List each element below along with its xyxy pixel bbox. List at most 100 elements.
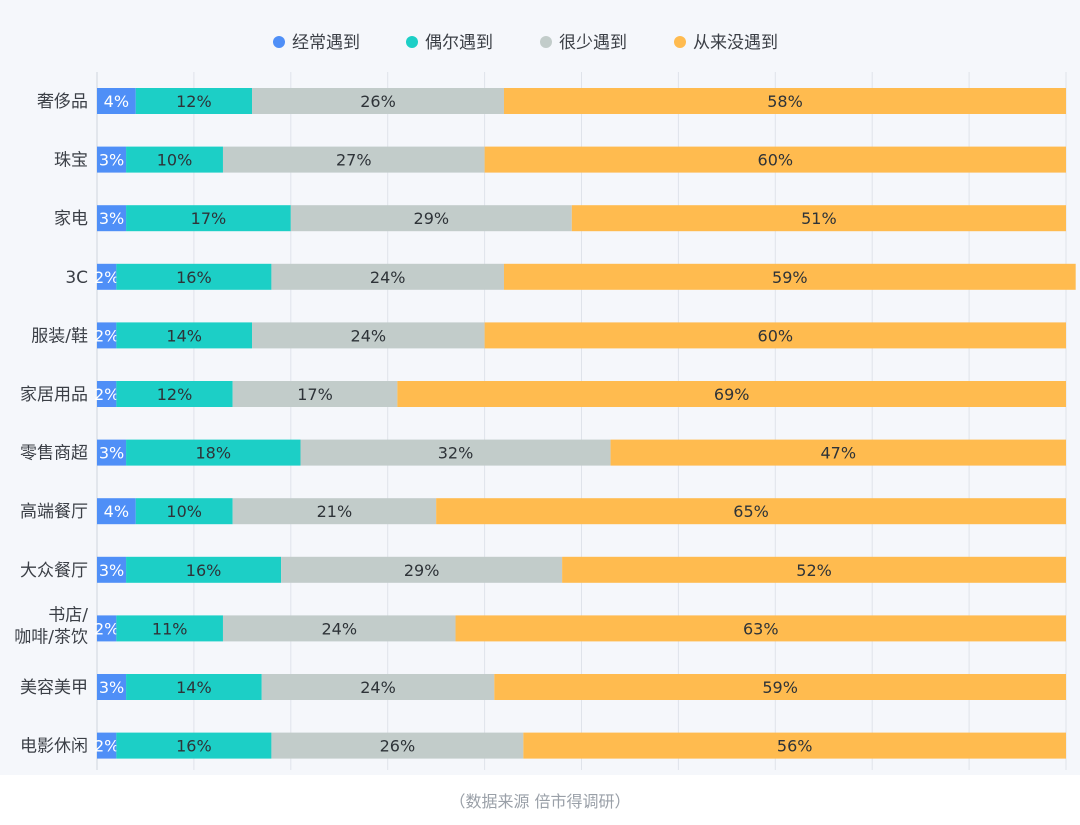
bar-segment	[271, 263, 504, 290]
legend-label: 从来没遇到	[693, 33, 778, 53]
data-label: 60%	[758, 326, 794, 345]
bar-segment	[610, 439, 1066, 466]
category-label: 零售商超	[20, 444, 88, 464]
bar-segment	[523, 732, 1066, 759]
data-label: 32%	[438, 444, 474, 463]
data-label: 4%	[104, 92, 129, 111]
category-label: 美容美甲	[20, 678, 88, 698]
data-label: 24%	[370, 268, 406, 287]
bar-segment	[126, 146, 223, 173]
data-label: 59%	[762, 678, 798, 697]
bar-segment	[271, 732, 524, 759]
data-label: 17%	[297, 385, 333, 404]
bar-segment	[97, 439, 127, 466]
data-label: 65%	[733, 502, 769, 521]
bar-segment	[97, 263, 117, 290]
legend-marker	[406, 36, 418, 48]
category-label: 咖啡/茶饮	[14, 627, 88, 647]
data-label: 2%	[94, 385, 119, 404]
bar-segment	[97, 322, 117, 349]
category-label: 书店/	[48, 605, 88, 625]
bar-segment	[135, 88, 253, 114]
data-label: 10%	[166, 502, 202, 521]
bar-segment	[97, 556, 127, 583]
category-label: 服装/鞋	[31, 326, 88, 346]
category-label: 家居用品	[20, 385, 88, 405]
legend-marker	[674, 36, 686, 48]
bar-segment	[562, 556, 1066, 583]
bar-segment	[97, 498, 136, 525]
data-label: 12%	[176, 92, 212, 111]
bar-segment	[97, 146, 127, 173]
bar-segment	[261, 674, 495, 700]
data-label: 4%	[104, 502, 129, 521]
data-label: 14%	[176, 678, 212, 697]
bar-segment	[484, 322, 1067, 349]
data-label: 14%	[166, 326, 202, 345]
bar-segment	[116, 322, 253, 349]
bar-segment	[503, 88, 1067, 114]
bar-segment	[232, 381, 398, 407]
category-label: 电影休闲	[20, 737, 88, 757]
bar-segment	[252, 322, 485, 349]
data-label: 51%	[801, 209, 837, 228]
bar-segment	[116, 381, 233, 407]
bar-segment	[290, 205, 572, 232]
data-label: 69%	[714, 385, 750, 404]
data-label: 24%	[351, 326, 387, 345]
data-label: 58%	[767, 92, 803, 111]
data-label: 16%	[176, 268, 212, 287]
data-label: 21%	[317, 502, 353, 521]
bar-segment	[436, 498, 1066, 525]
bar-segment	[484, 146, 1067, 173]
bar-segment	[455, 615, 1066, 642]
category-label: 家电	[54, 209, 88, 229]
bar-segment	[97, 205, 127, 232]
bar-segment	[232, 498, 437, 525]
data-label: 2%	[94, 737, 119, 756]
chart-panel: 经常遇到 偶尔遇到 很少遇到 从来没遇到 奢侈品 4% 12% 26% 58% 珠宝 3% 10% 27…	[14, 33, 1076, 770]
bar-segment	[494, 674, 1066, 700]
bar-segment	[97, 381, 117, 407]
bar-segment	[126, 205, 291, 232]
legend-label: 很少遇到	[559, 33, 627, 53]
bar-segment	[300, 439, 611, 466]
bar-segment	[116, 732, 272, 759]
data-label: 24%	[360, 678, 396, 697]
bar-segment	[126, 674, 262, 700]
bar-segment	[116, 615, 223, 642]
bar-segment	[135, 498, 233, 525]
data-label: 3%	[99, 678, 124, 697]
bar-segment	[97, 615, 117, 642]
category-label: 珠宝	[54, 151, 88, 171]
source-note: （数据来源 倍市得调研）	[449, 792, 631, 811]
legend-marker	[273, 36, 285, 48]
bar-segment	[222, 615, 456, 642]
bar-segment	[116, 263, 272, 290]
bar-segment	[126, 556, 282, 583]
category-label: 高端餐厅	[20, 502, 88, 522]
category-label: 奢侈品	[37, 92, 88, 112]
data-label: 60%	[758, 151, 794, 170]
data-label: 12%	[157, 385, 193, 404]
data-label: 11%	[152, 619, 188, 638]
data-label: 52%	[796, 561, 832, 580]
bar-segment	[571, 205, 1066, 232]
bar-segment	[97, 732, 117, 759]
data-label: 3%	[99, 151, 124, 170]
data-label: 26%	[380, 737, 416, 756]
data-label: 24%	[321, 619, 357, 638]
data-label: 2%	[94, 619, 119, 638]
data-label: 27%	[336, 151, 372, 170]
bar-segment	[397, 381, 1066, 407]
data-label: 18%	[195, 444, 231, 463]
category-label: 大众餐厅	[20, 561, 88, 581]
legend-label: 偶尔遇到	[425, 33, 493, 53]
bar-segment	[222, 146, 485, 173]
bar-segment	[97, 88, 136, 114]
data-label: 2%	[94, 268, 119, 287]
data-label: 3%	[99, 209, 124, 228]
data-label: 2%	[94, 326, 119, 345]
bar-segment	[97, 674, 127, 700]
